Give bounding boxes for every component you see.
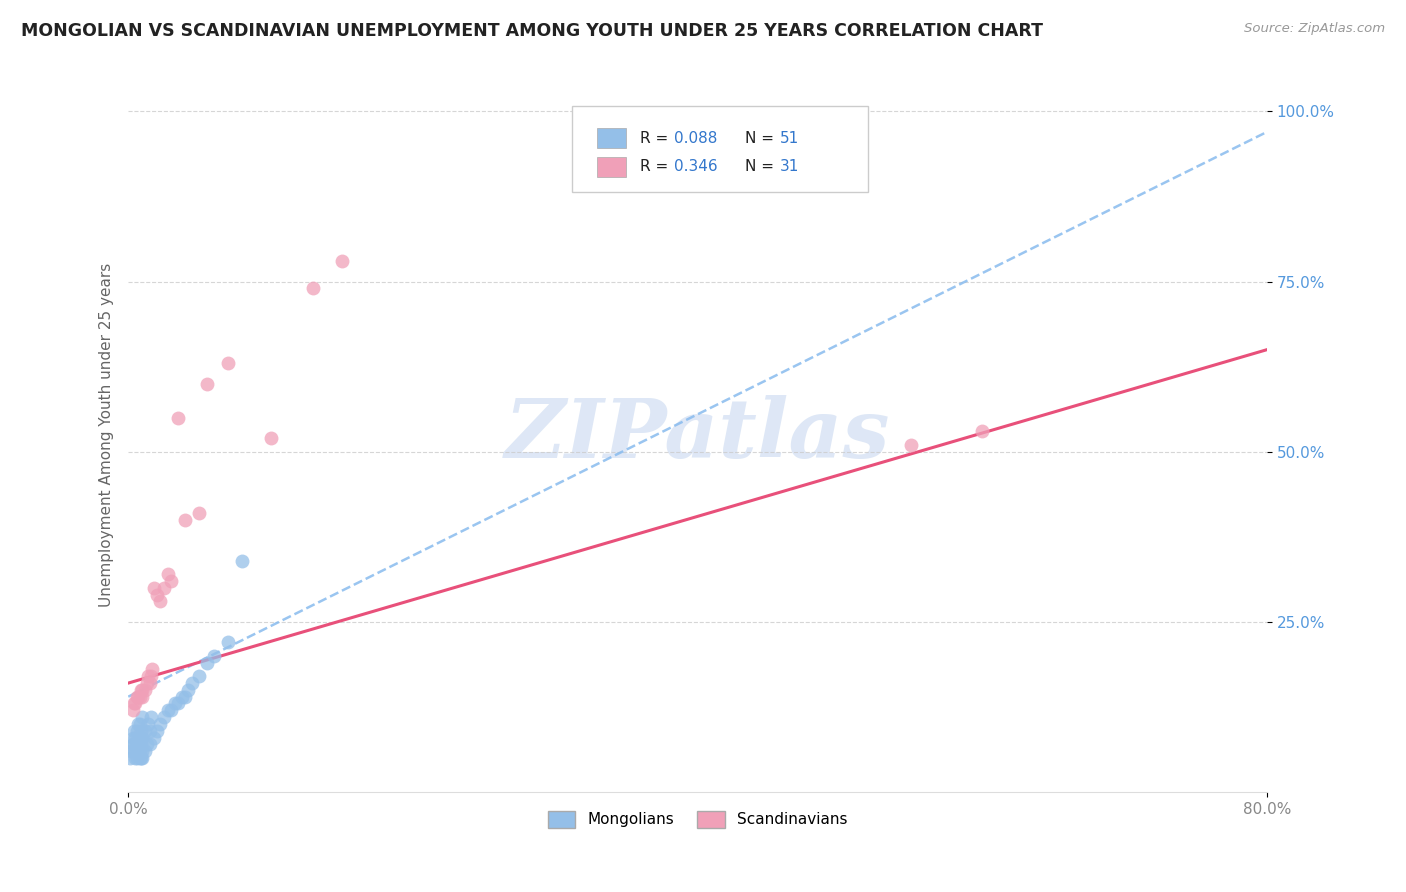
Point — [138, 676, 160, 690]
Point — [188, 506, 211, 520]
Point — [259, 431, 281, 445]
Point — [131, 751, 153, 765]
Point — [172, 690, 194, 704]
Point — [157, 567, 180, 582]
Point — [124, 697, 146, 711]
Point — [157, 703, 180, 717]
Point — [122, 723, 145, 738]
Point — [972, 425, 994, 439]
Point — [131, 744, 153, 758]
Text: MONGOLIAN VS SCANDINAVIAN UNEMPLOYMENT AMONG YOUTH UNDER 25 YEARS CORRELATION CH: MONGOLIAN VS SCANDINAVIAN UNEMPLOYMENT A… — [21, 22, 1043, 40]
Point — [139, 710, 162, 724]
Point — [167, 697, 190, 711]
Point — [128, 751, 150, 765]
FancyBboxPatch shape — [572, 106, 869, 192]
Point — [121, 703, 143, 717]
Point — [167, 410, 190, 425]
Point — [134, 744, 156, 758]
Point — [195, 656, 218, 670]
Point — [217, 635, 239, 649]
Point — [900, 438, 922, 452]
Point — [188, 669, 211, 683]
Point — [129, 751, 152, 765]
Point — [131, 690, 153, 704]
Point — [142, 581, 165, 595]
Bar — [598, 157, 626, 177]
Point — [125, 723, 148, 738]
Point — [124, 751, 146, 765]
Point — [128, 690, 150, 704]
Point — [174, 513, 197, 527]
Point — [121, 731, 143, 745]
Text: N =: N = — [745, 160, 779, 174]
Point — [131, 710, 153, 724]
Point — [153, 581, 176, 595]
Point — [127, 737, 149, 751]
Point — [231, 553, 253, 567]
Point — [136, 669, 159, 683]
Point — [165, 697, 187, 711]
Point — [128, 744, 150, 758]
Point — [148, 717, 170, 731]
Point — [128, 731, 150, 745]
Point — [145, 723, 167, 738]
Point — [160, 574, 183, 588]
Point — [129, 723, 152, 738]
Point — [129, 737, 152, 751]
Text: N =: N = — [745, 130, 779, 145]
Text: 0.088: 0.088 — [673, 130, 717, 145]
Point — [153, 710, 176, 724]
Point — [125, 690, 148, 704]
Point — [142, 731, 165, 745]
Point — [302, 281, 325, 295]
Point — [125, 737, 148, 751]
Point — [138, 737, 160, 751]
Point — [131, 731, 153, 745]
Point — [174, 690, 197, 704]
Point — [122, 737, 145, 751]
Point — [135, 676, 157, 690]
Y-axis label: Unemployment Among Youth under 25 years: Unemployment Among Youth under 25 years — [100, 262, 114, 607]
Point — [181, 676, 204, 690]
Point — [138, 723, 160, 738]
Point — [127, 690, 149, 704]
Point — [129, 682, 152, 697]
Point — [121, 737, 143, 751]
Point — [118, 751, 141, 765]
Point — [128, 717, 150, 731]
Point — [195, 376, 218, 391]
Point — [139, 669, 162, 683]
Text: 51: 51 — [780, 130, 799, 145]
Point — [135, 737, 157, 751]
Text: R =: R = — [640, 130, 672, 145]
Point — [148, 594, 170, 608]
Point — [131, 682, 153, 697]
Text: 0.346: 0.346 — [673, 160, 717, 174]
Point — [134, 682, 156, 697]
Text: R =: R = — [640, 160, 672, 174]
Point — [120, 744, 142, 758]
Text: 31: 31 — [780, 160, 799, 174]
Point — [127, 744, 149, 758]
Text: ZIPatlas: ZIPatlas — [505, 394, 890, 475]
Point — [122, 697, 145, 711]
Point — [217, 356, 239, 370]
Point — [122, 744, 145, 758]
Point — [136, 717, 159, 731]
Bar — [598, 128, 626, 148]
Point — [127, 717, 149, 731]
Point — [160, 703, 183, 717]
Point — [134, 723, 156, 738]
Point — [125, 751, 148, 765]
Point — [202, 648, 225, 663]
Point — [124, 744, 146, 758]
Legend: Mongolians, Scandinavians: Mongolians, Scandinavians — [541, 805, 853, 834]
Point — [145, 588, 167, 602]
Point — [330, 254, 353, 268]
Point — [124, 731, 146, 745]
Point — [141, 663, 163, 677]
Point — [177, 682, 200, 697]
Text: Source: ZipAtlas.com: Source: ZipAtlas.com — [1244, 22, 1385, 36]
